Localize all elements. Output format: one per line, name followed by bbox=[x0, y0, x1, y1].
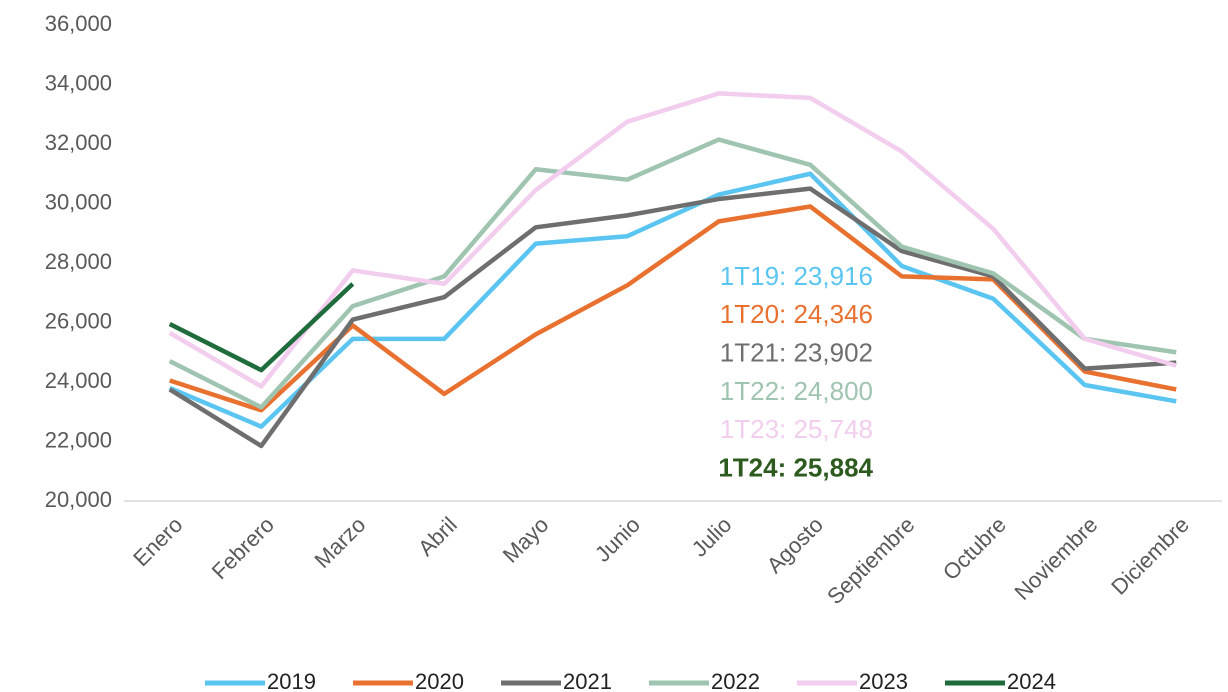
legend-label: 2020 bbox=[415, 669, 464, 692]
y-tick-label: 36,000 bbox=[45, 11, 112, 36]
x-tick-label: Septiembre bbox=[822, 512, 919, 609]
annotation: 1T24: 25,884 bbox=[718, 452, 873, 482]
series-line bbox=[168, 186, 1177, 449]
y-tick-label: 28,000 bbox=[45, 249, 112, 274]
annotation: 1T20: 24,346 bbox=[720, 299, 873, 329]
legend-label: 2021 bbox=[563, 669, 612, 692]
annotation: 1T21: 23,902 bbox=[720, 337, 873, 367]
x-tick-label: Agosto bbox=[762, 512, 828, 578]
x-tick-label: Octubre bbox=[938, 512, 1011, 585]
x-tick-label: Marzo bbox=[309, 512, 370, 573]
x-tick-label: Junio bbox=[590, 512, 645, 567]
series-line bbox=[168, 137, 1177, 410]
series-line bbox=[168, 91, 1177, 389]
x-tick-label: Abril bbox=[413, 512, 462, 561]
y-tick-label: 26,000 bbox=[45, 308, 112, 333]
y-tick-label: 32,000 bbox=[45, 130, 112, 155]
annotation: 1T22: 24,800 bbox=[720, 376, 873, 406]
legend-label: 2023 bbox=[859, 669, 908, 692]
y-tick-label: 34,000 bbox=[45, 70, 112, 95]
x-tick-label: Febrero bbox=[207, 512, 279, 584]
legend-label: 2024 bbox=[1007, 669, 1056, 692]
y-tick-label: 30,000 bbox=[45, 189, 112, 214]
x-tick-label: Diciembre bbox=[1106, 512, 1194, 600]
y-tick-label: 22,000 bbox=[45, 427, 112, 452]
x-tick-label: Noviembre bbox=[1009, 512, 1102, 605]
series-line bbox=[168, 171, 1177, 429]
annotation: 1T19: 23,916 bbox=[720, 261, 873, 291]
annotation: 1T23: 25,748 bbox=[720, 414, 873, 444]
legend-label: 2019 bbox=[267, 669, 316, 692]
y-tick-label: 20,000 bbox=[45, 487, 112, 512]
y-tick-label: 24,000 bbox=[45, 368, 112, 393]
series-line bbox=[168, 282, 355, 373]
x-tick-label: Enero bbox=[128, 512, 187, 571]
x-tick-label: Mayo bbox=[498, 512, 554, 568]
x-tick-label: Julio bbox=[687, 512, 737, 562]
legend-label: 2022 bbox=[711, 669, 760, 692]
